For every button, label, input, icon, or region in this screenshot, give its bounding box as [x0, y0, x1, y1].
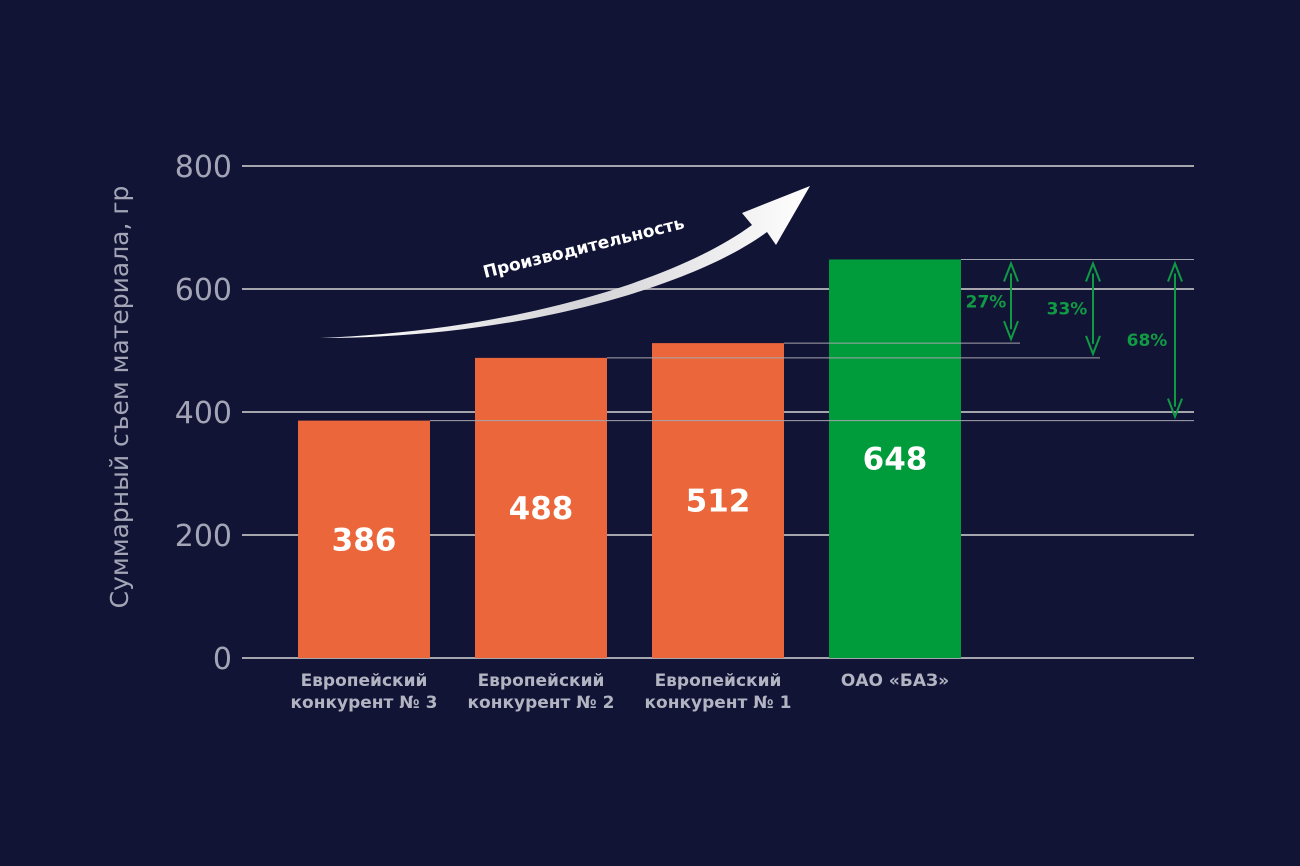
y-tick-label: 0	[213, 642, 232, 677]
comparison-arrow-head-up	[1167, 260, 1183, 282]
category-label-line: конкурент № 3	[291, 693, 438, 713]
y-axis-ticks: 0 200 400 600 800	[175, 150, 232, 677]
y-tick-label: 600	[175, 273, 232, 308]
performance-arrow-label: Производительность	[481, 213, 686, 282]
y-tick-label: 400	[175, 396, 232, 431]
category-label-line: ОАО «БАЗ»	[841, 671, 949, 691]
y-axis-title: Суммарный съем материала, гр	[105, 186, 134, 609]
comparison-arrow: 27%	[966, 260, 1019, 342]
reference-lines	[430, 258, 1194, 422]
bar-value-label: 648	[863, 442, 928, 478]
comparison-arrow-head-up	[1085, 260, 1101, 282]
bar	[475, 357, 607, 658]
comparison-arrow: 68%	[1127, 260, 1183, 420]
comparison-arrow: 33%	[1047, 260, 1101, 357]
bar	[829, 259, 961, 658]
y-tick-label: 200	[175, 519, 232, 554]
bars: 386 488 512 648	[298, 259, 961, 658]
comparison-label: 27%	[966, 292, 1007, 312]
category-label-line: конкурент № 2	[468, 693, 615, 713]
comparison-arrow-head-up	[1003, 260, 1019, 282]
performance-arrow: Производительность	[320, 186, 810, 338]
category-label: Европейский конкурент № 2	[468, 671, 615, 713]
category-label: Европейский конкурент № 3	[291, 671, 438, 713]
category-label-line: Европейский	[301, 671, 428, 691]
bar	[652, 343, 784, 658]
category-label-line: Европейский	[478, 671, 605, 691]
bar-value-label: 386	[332, 522, 397, 558]
category-label-line: Европейский	[655, 671, 782, 691]
bar-value-label: 488	[509, 491, 574, 527]
comparison-arrow-head-down	[1167, 398, 1183, 420]
category-label: Европейский конкурент № 1	[645, 671, 792, 713]
comparison-arrows: 27% 33% 68%	[966, 260, 1183, 420]
category-label: ОАО «БАЗ»	[841, 671, 949, 691]
comparison-arrow-head-down	[1003, 320, 1019, 342]
comparison-label: 33%	[1047, 300, 1088, 320]
bar-value-label: 512	[686, 484, 751, 520]
performance-arrow-shape	[320, 186, 810, 338]
y-tick-label: 800	[175, 150, 232, 185]
comparison-arrow-head-down	[1085, 335, 1101, 357]
comparison-label: 68%	[1127, 331, 1168, 351]
category-label-line: конкурент № 1	[645, 693, 792, 713]
bar	[298, 420, 430, 658]
